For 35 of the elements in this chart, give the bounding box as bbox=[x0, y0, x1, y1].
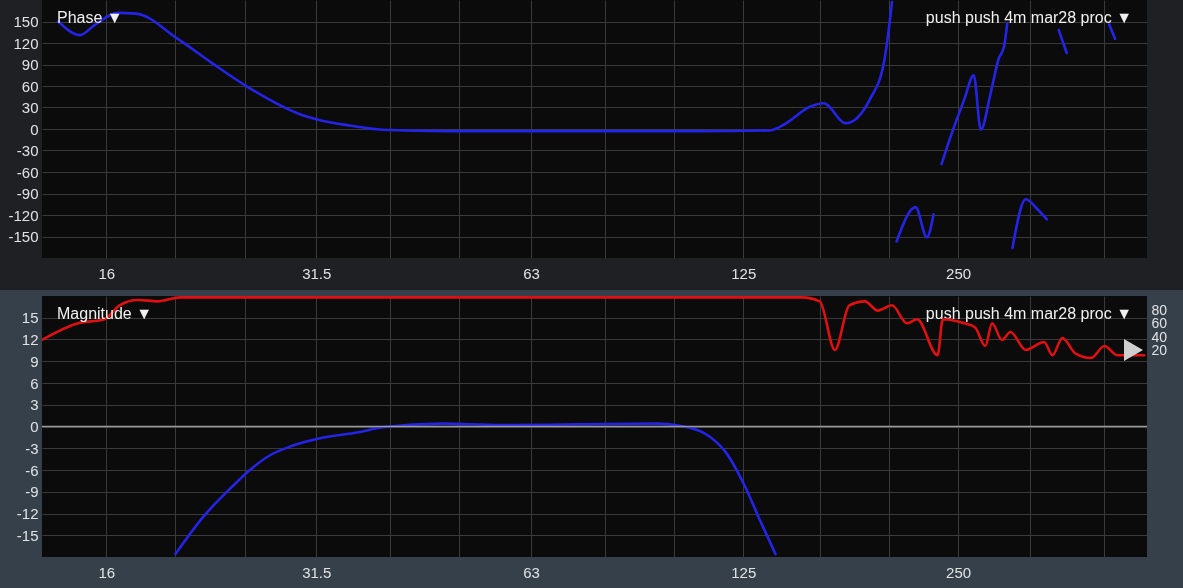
x-tick-label: 250 bbox=[946, 563, 972, 581]
y-tick-label: 15 bbox=[21, 309, 39, 327]
y-tick-label: 60 bbox=[21, 77, 39, 95]
y-tick-label: -60 bbox=[16, 163, 39, 181]
y-tick-label: -90 bbox=[16, 185, 39, 202]
y-tick-label: 0 bbox=[30, 120, 39, 138]
y-tick-label: -12 bbox=[16, 505, 39, 522]
y-tick-label: -150 bbox=[8, 228, 39, 245]
annotation: push push 4m mar28 proc ▼ bbox=[925, 305, 1132, 322]
x-tick-label: 125 bbox=[731, 264, 757, 282]
x-tick-label: 125 bbox=[731, 563, 757, 581]
x-tick-label: 31.5 bbox=[302, 264, 332, 282]
y2-tick-label: 20 bbox=[1151, 342, 1168, 359]
y-tick-label: -15 bbox=[16, 526, 39, 544]
y-tick-label: -30 bbox=[16, 142, 39, 159]
y-tick-label: 120 bbox=[13, 34, 39, 52]
x-tick-label: 16 bbox=[98, 563, 116, 581]
y-tick-label: 9 bbox=[30, 352, 39, 370]
y-tick-label: 90 bbox=[21, 56, 39, 73]
x-tick-label: 63 bbox=[523, 563, 540, 581]
y-tick-label: 3 bbox=[30, 396, 39, 414]
y-tick-label: 12 bbox=[21, 331, 39, 348]
y-tick-label: 0 bbox=[30, 418, 39, 435]
y-tick-label: -120 bbox=[8, 206, 39, 224]
y-tick-label: -6 bbox=[25, 461, 39, 479]
annotation: push push 4m mar28 proc ▼ bbox=[925, 9, 1132, 26]
x-tick-label: 250 bbox=[946, 264, 972, 282]
y-tick-label: -9 bbox=[25, 483, 39, 501]
x-tick-label: 63 bbox=[523, 264, 540, 282]
y-tick-label: 6 bbox=[30, 374, 39, 392]
x-tick-label: 31.5 bbox=[302, 563, 332, 581]
y-tick-label: 30 bbox=[21, 99, 39, 116]
x-tick-label: 16 bbox=[98, 264, 116, 282]
y-tick-label: 150 bbox=[13, 13, 39, 30]
y-tick-label: -3 bbox=[25, 439, 39, 457]
